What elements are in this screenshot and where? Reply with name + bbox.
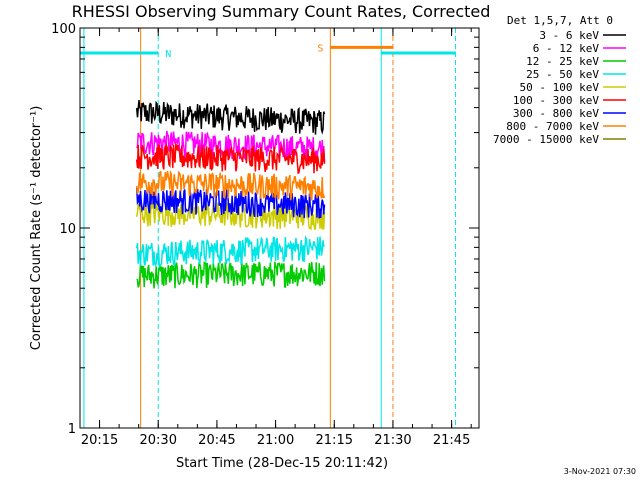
x-tick-label-3: 21:00 <box>257 433 294 448</box>
y-tick-label-2: 100 <box>51 22 76 37</box>
chart-title: RHESSI Observing Summary Count Rates, Co… <box>72 2 491 21</box>
night-label-0: N <box>165 49 171 60</box>
x-tick-label-2: 20:45 <box>198 433 235 448</box>
legend-label-7: 800 - 7000 keV <box>506 120 599 133</box>
legend-label-3: 25 - 50 keV <box>526 68 599 81</box>
legend-label-0: 3 - 6 keV <box>539 29 599 42</box>
series-line-6 <box>135 187 326 219</box>
saa-label-2: S <box>317 43 323 54</box>
legend-label-2: 12 - 25 keV <box>526 55 599 68</box>
timestamp: 3-Nov-2021 07:30 <box>564 467 636 476</box>
x-tick-label-6: 21:45 <box>433 433 470 448</box>
series-line-2 <box>136 261 326 289</box>
series-line-3 <box>135 235 325 268</box>
series-line-5 <box>135 142 326 175</box>
y-axis-label: Corrected Count Rate (s⁻¹ detector⁻¹) <box>29 106 44 351</box>
x-tick-label-1: 20:30 <box>140 433 177 448</box>
x-tick-label-5: 21:30 <box>374 433 411 448</box>
legend-label-6: 300 - 800 keV <box>513 107 599 120</box>
x-axis-label: Start Time (28-Dec-15 20:11:42) <box>176 456 388 471</box>
data-layer: NS <box>80 28 457 428</box>
axes-ticks: 20:15 20:30 20:45 21:00 21:15 21:30 21:45 1 10 10… <box>51 22 479 448</box>
legend-title: Det 1,5,7, Att 0 <box>507 14 613 27</box>
y-tick-label-1: 10 <box>59 222 76 237</box>
x-tick-label-0: 20:15 <box>81 433 118 448</box>
y-tick-label-0: 1 <box>68 422 76 437</box>
legend-label-8: 7000 - 15000 keV <box>493 133 599 146</box>
legend-label-1: 6 - 12 keV <box>533 42 600 55</box>
series-line-7 <box>135 169 326 201</box>
legend-label-4: 50 - 100 keV <box>520 81 600 94</box>
legend-label-5: 100 - 300 keV <box>513 94 599 107</box>
x-tick-label-4: 21:15 <box>316 433 353 448</box>
series-line-0 <box>135 100 326 135</box>
